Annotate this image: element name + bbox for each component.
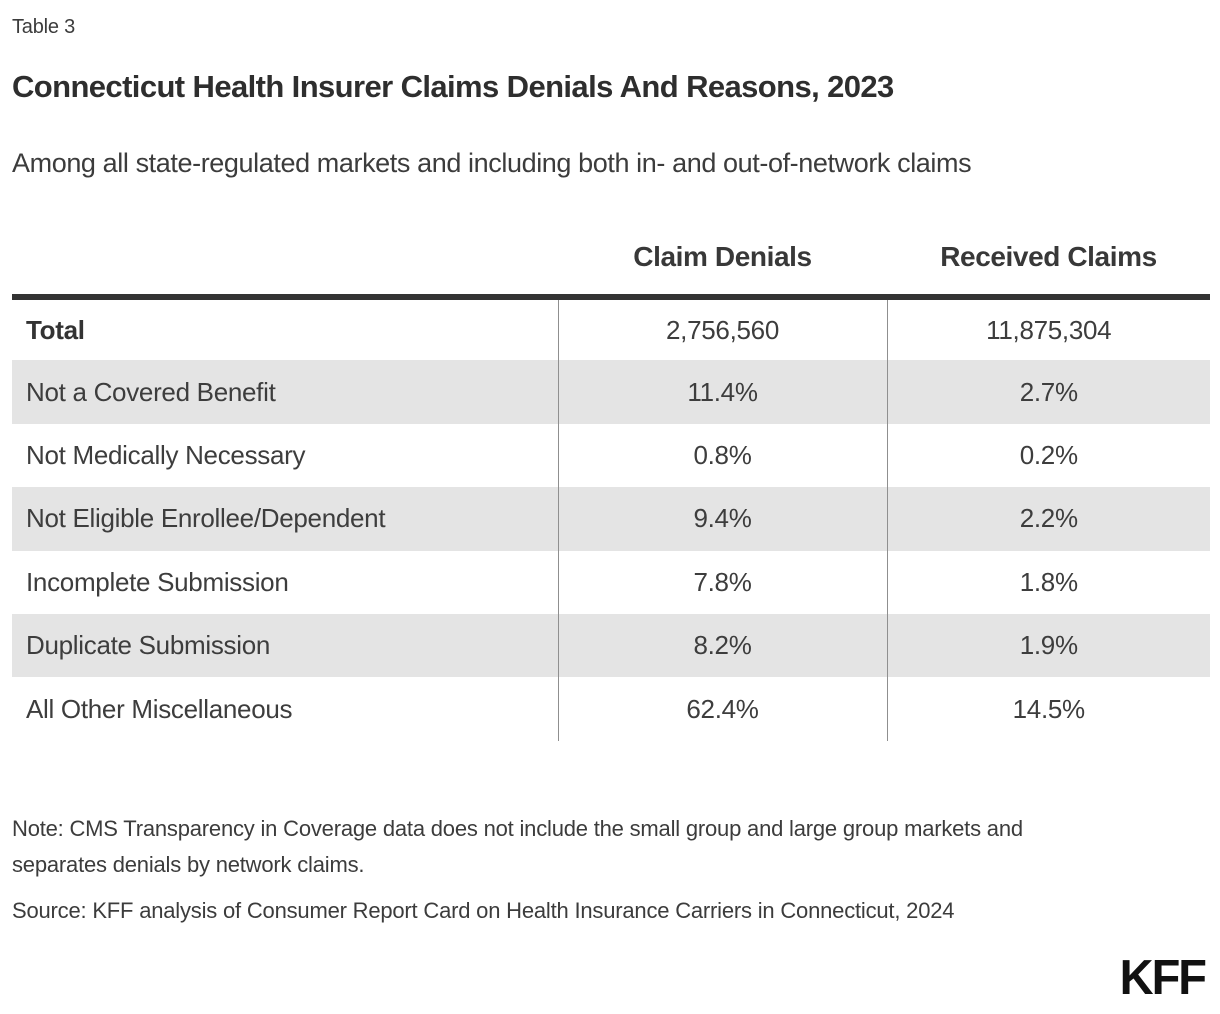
cell-received-claims: 0.2% — [886, 423, 1210, 488]
header-row: Claim Denials Received Claims — [12, 219, 1210, 300]
cell-claim-denials: 2,756,560 — [557, 297, 887, 361]
cell-received-claims: 1.8% — [886, 550, 1210, 614]
cell-claim-denials: 11.4% — [557, 360, 887, 424]
cell-received-claims: 11,875,304 — [886, 297, 1210, 361]
source-text: Source: KFF analysis of Consumer Report … — [12, 897, 955, 923]
row-label: Incomplete Submission — [26, 566, 289, 597]
table-row-duplicate-submission: Duplicate Submission 8.2% 1.9% — [12, 613, 1210, 678]
header-empty-cell — [12, 219, 558, 300]
note-text: Note: CMS Transparency in Coverage data … — [12, 815, 1023, 877]
page-subtitle: Among all state-regulated markets and in… — [12, 148, 972, 178]
page-title: Connecticut Health Insurer Claims Denial… — [12, 69, 894, 104]
cell-claim-denials: 8.2% — [557, 613, 887, 678]
table-row-incomplete-submission: Incomplete Submission 7.8% 1.8% — [12, 550, 1210, 614]
table-row-not-covered-benefit: Not a Covered Benefit 11.4% 2.7% — [12, 360, 1210, 424]
table-row-not-medically-necessary: Not Medically Necessary 0.8% 0.2% — [12, 423, 1210, 488]
row-label: All Other Miscellaneous — [26, 693, 293, 724]
row-label: Not a Covered Benefit — [26, 376, 276, 407]
cell-received-claims: 1.9% — [886, 613, 1210, 678]
cell-claim-denials: 9.4% — [557, 487, 887, 551]
header-received-claims: Received Claims — [887, 219, 1210, 300]
table-label: Table 3 — [12, 16, 76, 38]
cell-claim-denials: 7.8% — [557, 550, 887, 614]
table-row-not-eligible-enrollee: Not Eligible Enrollee/Dependent 9.4% 2.2… — [12, 487, 1210, 551]
kff-logo: KFF — [1119, 948, 1207, 1005]
row-label: Total — [26, 314, 85, 345]
row-label: Duplicate Submission — [26, 630, 271, 661]
row-label: Not Eligible Enrollee/Dependent — [26, 503, 386, 534]
cell-claim-denials: 62.4% — [557, 677, 887, 741]
header-claim-denials: Claim Denials — [558, 219, 887, 300]
row-label: Not Medically Necessary — [26, 439, 306, 470]
cell-received-claims: 2.7% — [886, 360, 1210, 424]
cell-received-claims: 2.2% — [886, 487, 1210, 551]
table-row-all-other-miscellaneous: All Other Miscellaneous 62.4% 14.5% — [12, 677, 1210, 741]
cell-claim-denials: 0.8% — [557, 423, 887, 488]
cell-received-claims: 14.5% — [886, 677, 1210, 741]
table-row-total: Total 2,756,560 11,875,304 — [12, 297, 1210, 361]
claims-table: Claim Denials Received Claims Total 2,75… — [12, 219, 1210, 741]
